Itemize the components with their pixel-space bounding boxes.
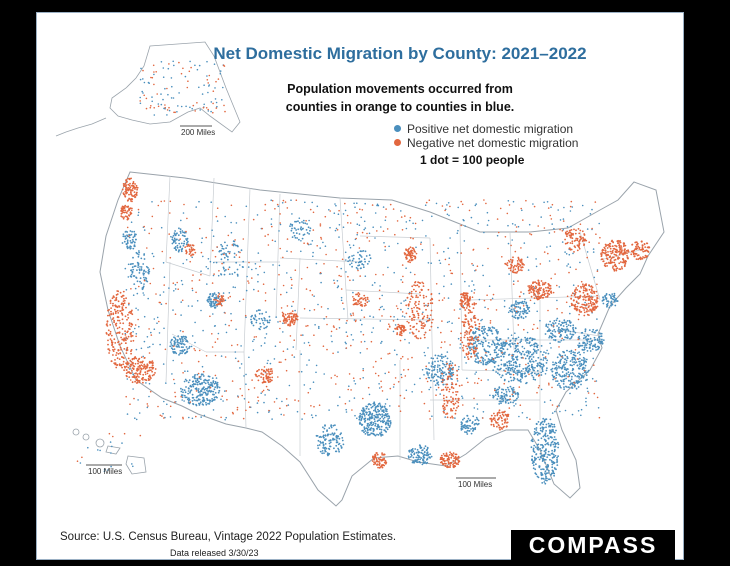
map-subtitle-line1: Population movements occurred from [287,82,513,96]
legend-positive-label: Positive net domestic migration [407,122,574,136]
aleutian-islands [55,117,107,137]
hawaii-islands [72,428,147,475]
map-title: Net Domestic Migration by County: 2021–2… [213,44,587,63]
scale-label-alaska: 200 Miles [181,128,216,137]
scale-label-main: 100 Miles [458,480,493,489]
legend-negative: Negative net domestic migration [394,136,578,150]
scale-label-hawaii: 100 Miles [88,467,123,476]
dot-note: 1 dot = 100 people [420,153,525,167]
negative-dot-icon [394,139,401,146]
positive-migration-dots [79,60,619,485]
compass-logo: COMPASS [511,530,675,560]
positive-dot-icon [394,125,401,132]
release-date: Data released 3/30/23 [170,548,259,558]
negative-migration-dots [76,61,651,469]
legend-positive: Positive net domestic migration [394,122,573,136]
map-subtitle-line2: counties in orange to counties in blue. [285,100,515,114]
state-borders [165,175,641,460]
us-outline [99,171,665,507]
legend-negative-label: Negative net domestic migration [407,136,579,150]
source-text: Source: U.S. Census Bureau, Vintage 2022… [60,531,397,543]
